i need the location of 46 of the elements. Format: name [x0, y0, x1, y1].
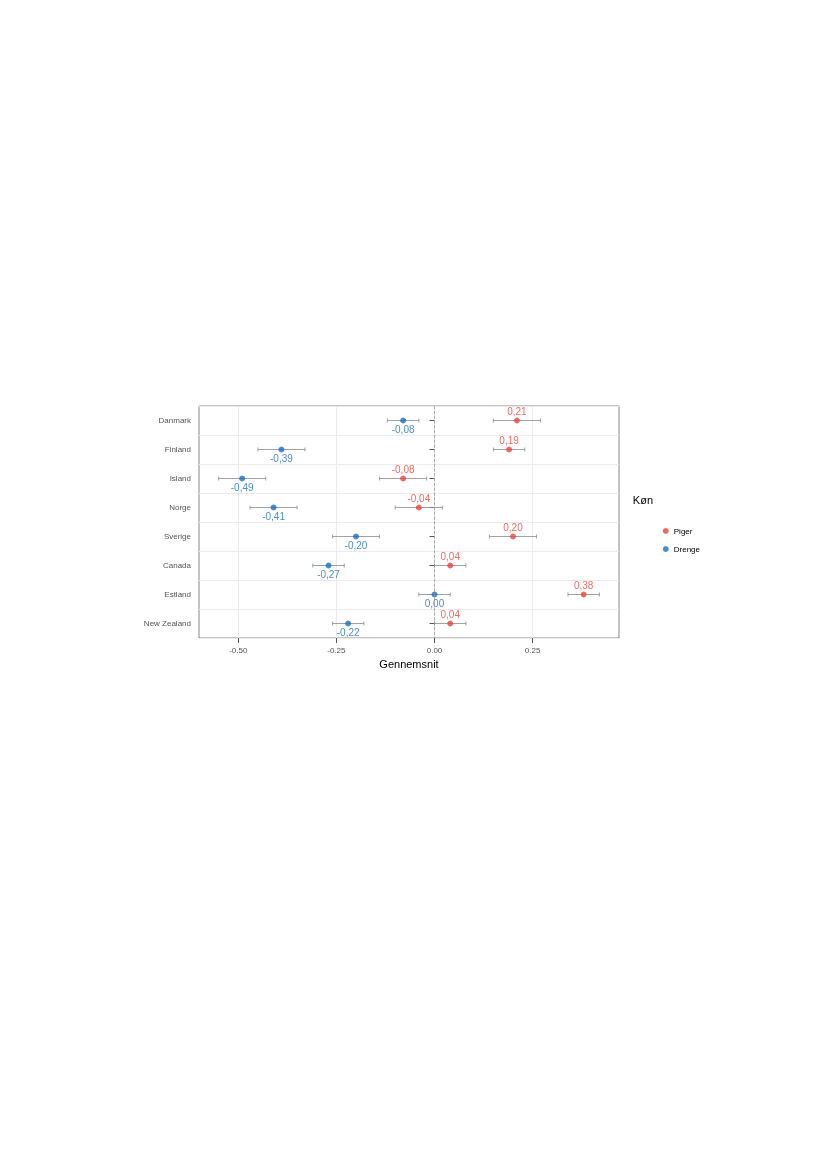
point — [400, 475, 407, 482]
y-tick-label: Norge — [169, 503, 192, 512]
data-label: 0,21 — [507, 406, 528, 417]
data-label: 0,38 — [573, 580, 594, 591]
data-label: -0,49 — [230, 482, 255, 493]
legend-title: Køn — [632, 493, 654, 506]
y-tick-label: Canada — [162, 561, 192, 570]
y-tick-label: New Zealand — [143, 619, 191, 628]
point — [278, 446, 285, 453]
data-label: -0,08 — [391, 464, 415, 475]
x-tick-label: 0.25 — [524, 645, 541, 655]
data-label: -0,39 — [270, 453, 294, 464]
point — [353, 533, 360, 540]
point — [415, 504, 422, 511]
y-tick-label: Danmark — [158, 416, 192, 425]
legend-label: Drenge — [673, 544, 701, 554]
data-label: 0,20 — [503, 522, 524, 533]
point — [510, 533, 517, 540]
point — [325, 562, 332, 569]
x-tick-label: -0.25 — [327, 645, 347, 655]
data-label: -0,27 — [317, 569, 341, 580]
point — [506, 446, 513, 453]
point — [270, 504, 277, 511]
data-label: 0,04 — [440, 609, 461, 620]
y-tick-label: Island — [169, 474, 191, 483]
data-label: -0,22 — [336, 627, 360, 638]
data-label: -0,41 — [262, 511, 286, 522]
data-label: 0,19 — [499, 435, 520, 446]
x-axis-title: Gennemsnit — [379, 658, 439, 671]
point — [447, 562, 454, 569]
x-tick-label: -0.50 — [229, 645, 248, 655]
data-label: -0,20 — [344, 540, 368, 551]
data-label: 0,00 — [424, 598, 445, 609]
x-tick-label: 0.00 — [426, 645, 443, 655]
point — [345, 620, 352, 627]
y-tick-label: Estland — [164, 590, 191, 599]
point — [513, 417, 520, 424]
legend-label: Piger — [673, 526, 693, 536]
data-label: -0,08 — [391, 424, 415, 435]
data-label: -0,04 — [407, 493, 431, 504]
data-label: 0,04 — [440, 551, 461, 562]
point — [447, 620, 454, 627]
point — [400, 417, 407, 424]
y-tick-label: Finland — [164, 445, 191, 454]
point — [239, 475, 246, 482]
y-tick-label: Sverige — [163, 532, 192, 541]
